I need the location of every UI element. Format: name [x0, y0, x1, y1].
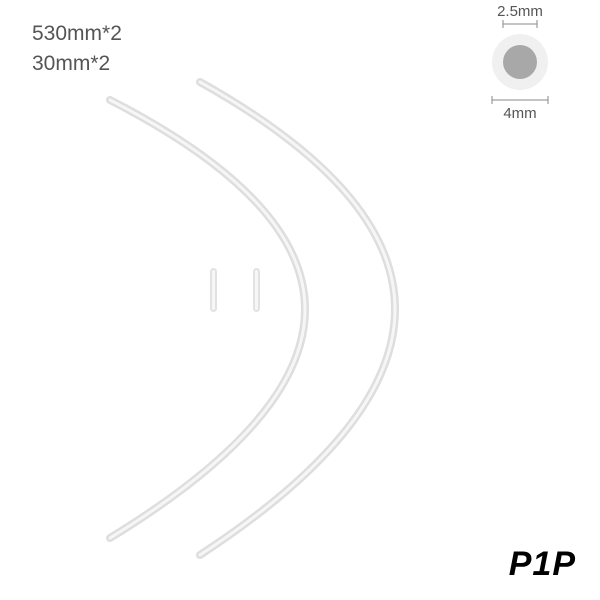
inner-diameter-label: 2.5mm	[497, 3, 543, 20]
long-tube-2	[200, 82, 395, 555]
short-tube-1	[210, 268, 217, 312]
cross-section: 2.5mm 4mm	[492, 3, 548, 122]
short-tube-2	[253, 268, 260, 312]
diagram-canvas: 2.5mm 4mm	[0, 0, 600, 600]
long-tube-1	[110, 100, 305, 538]
outer-diameter-label: 4mm	[503, 105, 536, 122]
